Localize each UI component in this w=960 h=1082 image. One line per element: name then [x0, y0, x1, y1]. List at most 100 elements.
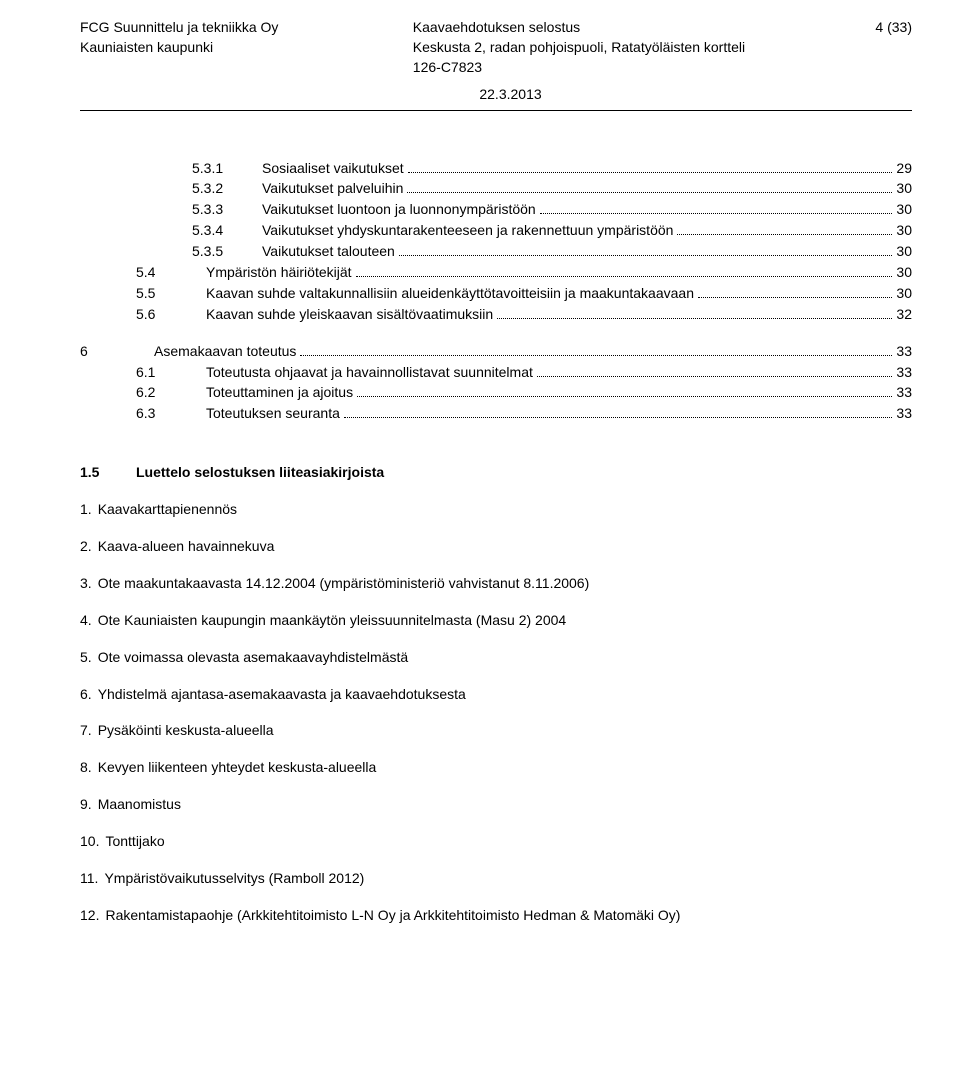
- list-item-text: Ympäristövaikutusselvitys (Ramboll 2012): [104, 869, 912, 888]
- header-center: Kaavaehdotuksen selostus Keskusta 2, rad…: [413, 18, 787, 77]
- list-item-text: Rakentamistapaohje (Arkkitehtitoimisto L…: [105, 906, 912, 925]
- toc-leader-dots: [540, 213, 893, 214]
- toc-entry-label: Toteutusta ohjaavat ja havainnollistavat…: [206, 363, 533, 382]
- list-item: 11. Ympäristövaikutusselvitys (Ramboll 2…: [80, 869, 912, 888]
- toc-entry-number: 6: [80, 342, 154, 361]
- list-item-number: 4.: [80, 611, 98, 630]
- list-item-number: 12.: [80, 906, 105, 925]
- list-item-number: 8.: [80, 758, 98, 777]
- toc-leader-dots: [677, 234, 892, 235]
- toc-entry: 5.5 Kaavan suhde valtakunnallisiin aluei…: [136, 284, 912, 303]
- list-item-text: Ote maakuntakaavasta 14.12.2004 (ympäris…: [98, 574, 912, 593]
- toc-leader-dots: [357, 396, 892, 397]
- toc-leader-dots: [407, 192, 892, 193]
- list-item: 2. Kaava-alueen havainnekuva: [80, 537, 912, 556]
- toc-entry-label: Ympäristön häiriötekijät: [206, 263, 352, 282]
- list-item: 12. Rakentamistapaohje (Arkkitehtitoimis…: [80, 906, 912, 925]
- list-item-number: 1.: [80, 500, 98, 519]
- toc-entry-label: Asemakaavan toteutus: [154, 342, 296, 361]
- toc-level1-group: 5.4 Ympäristön häiriötekijät 30 5.5 Kaav…: [136, 263, 912, 324]
- list-item-text: Ote voimassa olevasta asemakaavayhdistel…: [98, 648, 912, 667]
- list-item: 10. Tonttijako: [80, 832, 912, 851]
- toc-entry-label: Vaikutukset talouteen: [262, 242, 395, 261]
- toc-leader-dots: [344, 417, 893, 418]
- list-item-text: Kaavakarttapienennös: [98, 500, 912, 519]
- toc-entry-page: 33: [896, 404, 912, 423]
- toc-entry-label: Vaikutukset yhdyskuntarakenteeseen ja ra…: [262, 221, 673, 240]
- list-item-text: Yhdistelmä ajantasa-asemakaavasta ja kaa…: [98, 685, 912, 704]
- list-item-number: 3.: [80, 574, 98, 593]
- toc-entry-number: 5.4: [136, 263, 206, 282]
- toc-leader-dots: [497, 318, 892, 319]
- toc-entry-page: 30: [896, 200, 912, 219]
- toc-level2-group: 5.3.1 Sosiaaliset vaikutukset 29 5.3.2 V…: [192, 159, 912, 261]
- list-item-number: 5.: [80, 648, 98, 667]
- toc-entry-page: 33: [896, 383, 912, 402]
- toc-entry-page: 29: [896, 159, 912, 178]
- toc-entry-page: 33: [896, 363, 912, 382]
- toc-entry: 6.2 Toteuttaminen ja ajoitus 33: [136, 383, 912, 402]
- toc-entry-number: 5.3.4: [192, 221, 262, 240]
- toc-entry-number: 5.6: [136, 305, 206, 324]
- toc-entry: 5.6 Kaavan suhde yleiskaavan sisältövaat…: [136, 305, 912, 324]
- header-client: Kauniaisten kaupunki: [80, 38, 413, 57]
- toc-entry-page: 33: [896, 342, 912, 361]
- list-item: 6. Yhdistelmä ajantasa-asemakaavasta ja …: [80, 685, 912, 704]
- header-left: FCG Suunnittelu ja tekniikka Oy Kauniais…: [80, 18, 413, 77]
- list-item: 8. Kevyen liikenteen yhteydet keskusta-a…: [80, 758, 912, 777]
- list-item-number: 6.: [80, 685, 98, 704]
- toc-entry-number: 5.5: [136, 284, 206, 303]
- toc-entry-label: Sosiaaliset vaikutukset: [262, 159, 404, 178]
- toc-entry-number: 5.3.5: [192, 242, 262, 261]
- toc-entry-label: Kaavan suhde valtakunnallisiin alueidenk…: [206, 284, 694, 303]
- header-rule: [80, 110, 912, 111]
- toc-entry: 6.1 Toteutusta ohjaavat ja havainnollist…: [136, 363, 912, 382]
- list-item-number: 7.: [80, 721, 98, 740]
- list-item-text: Kaava-alueen havainnekuva: [98, 537, 912, 556]
- toc-entry-label: Kaavan suhde yleiskaavan sisältövaatimuk…: [206, 305, 493, 324]
- header-date: 22.3.2013: [479, 85, 912, 104]
- list-item: 9. Maanomistus: [80, 795, 912, 814]
- toc-entry-label: Toteutuksen seuranta: [206, 404, 340, 423]
- toc-entry-page: 32: [896, 305, 912, 324]
- toc-entry: 5.3.5 Vaikutukset talouteen 30: [192, 242, 912, 261]
- page-header: FCG Suunnittelu ja tekniikka Oy Kauniais…: [80, 18, 912, 77]
- toc-leader-dots: [537, 376, 893, 377]
- document-page: FCG Suunnittelu ja tekniikka Oy Kauniais…: [0, 0, 960, 1082]
- toc-entry-number: 6.3: [136, 404, 206, 423]
- list-item-text: Ote Kauniaisten kaupungin maankäytön yle…: [98, 611, 912, 630]
- toc-entry-label: Vaikutukset palveluihin: [262, 179, 403, 198]
- toc-leader-dots: [408, 172, 893, 173]
- section-title: Luettelo selostuksen liiteasiakirjoista: [136, 463, 384, 482]
- list-item-number: 2.: [80, 537, 98, 556]
- toc-entry: 5.3.2 Vaikutukset palveluihin 30: [192, 179, 912, 198]
- attachment-list: 1. Kaavakarttapienennös 2. Kaava-alueen …: [80, 500, 912, 925]
- toc-entry-label: Toteuttaminen ja ajoitus: [206, 383, 353, 402]
- toc-entry: 5.3.4 Vaikutukset yhdyskuntarakenteeseen…: [192, 221, 912, 240]
- list-item: 5. Ote voimassa olevasta asemakaavayhdis…: [80, 648, 912, 667]
- toc-entry: 5.4 Ympäristön häiriötekijät 30: [136, 263, 912, 282]
- header-doc-title: Kaavaehdotuksen selostus: [413, 18, 787, 37]
- header-doc-code: 126-C7823: [413, 58, 787, 77]
- list-item-number: 11.: [80, 869, 104, 888]
- header-doc-subtitle: Keskusta 2, radan pohjoispuoli, Ratatyöl…: [413, 38, 787, 57]
- toc-leader-dots: [300, 355, 892, 356]
- toc-leader-dots: [399, 255, 893, 256]
- toc-entry-page: 30: [896, 284, 912, 303]
- toc-entry: 5.3.1 Sosiaaliset vaikutukset 29: [192, 159, 912, 178]
- toc-leader-dots: [356, 276, 893, 277]
- toc-entry-number: 5.3.2: [192, 179, 262, 198]
- list-item: 7. Pysäköinti keskusta-alueella: [80, 721, 912, 740]
- table-of-contents: 5.3.1 Sosiaaliset vaikutukset 29 5.3.2 V…: [136, 159, 912, 424]
- toc-leader-dots: [698, 297, 892, 298]
- list-item-text: Maanomistus: [98, 795, 912, 814]
- list-item-text: Kevyen liikenteen yhteydet keskusta-alue…: [98, 758, 912, 777]
- list-item-number: 9.: [80, 795, 98, 814]
- toc-entry-page: 30: [896, 179, 912, 198]
- list-item: 1. Kaavakarttapienennös: [80, 500, 912, 519]
- list-item-text: Pysäköinti keskusta-alueella: [98, 721, 912, 740]
- toc-entry-page: 30: [896, 221, 912, 240]
- toc-chapter-entry: 6 Asemakaavan toteutus 33: [80, 342, 912, 361]
- toc-entry-number: 5.3.3: [192, 200, 262, 219]
- toc-entry-page: 30: [896, 242, 912, 261]
